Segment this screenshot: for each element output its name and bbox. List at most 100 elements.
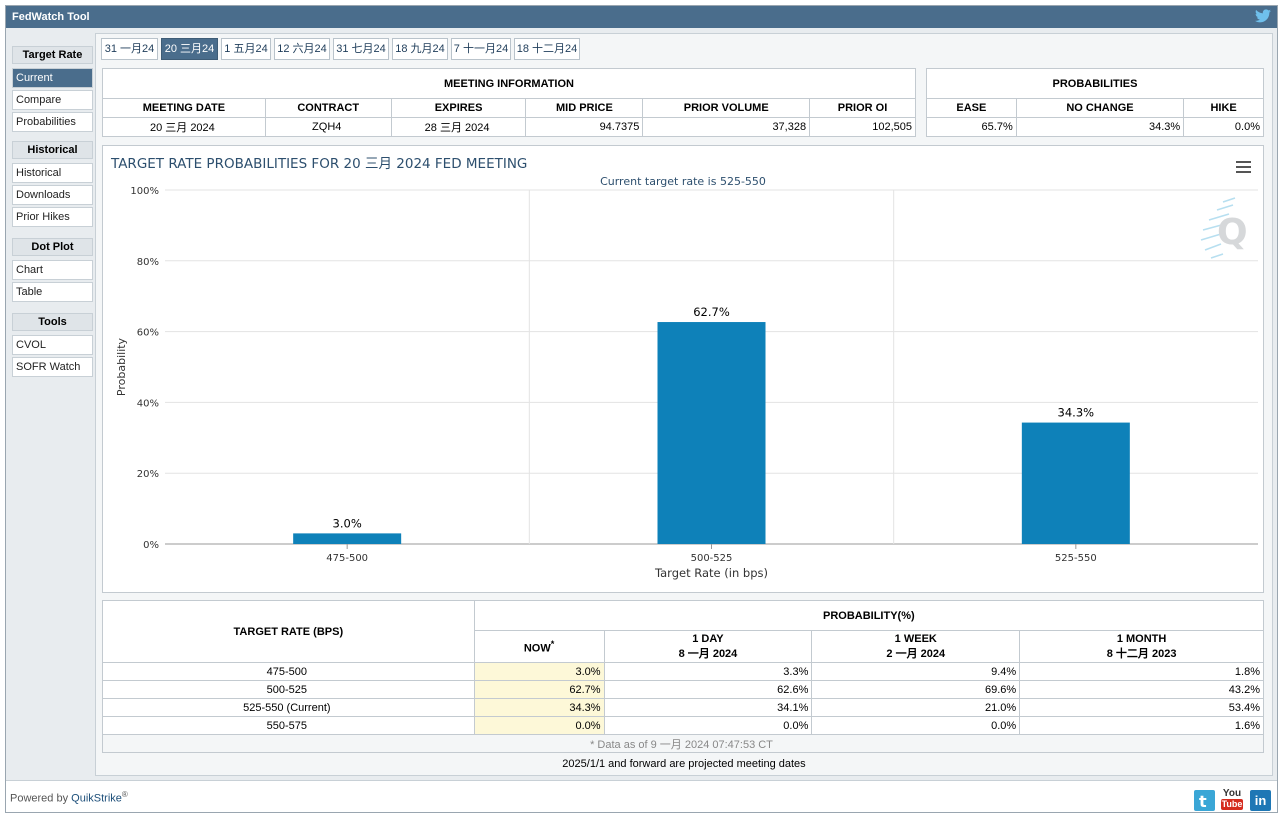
y-tick-label: 0% xyxy=(143,540,159,551)
prob-cell: 62.7% xyxy=(473,680,605,699)
prob-cell: 1.8% xyxy=(1019,662,1264,681)
bar-500-525[interactable] xyxy=(657,322,766,544)
data-as-of-footnote: * Data as of 9 一月 2024 07:47:53 CT xyxy=(102,734,1264,753)
tab-meeting-7[interactable]: 7 十一月24 xyxy=(451,38,511,60)
prob-col-no-change: NO CHANGE xyxy=(1015,98,1185,118)
linkedin-icon[interactable]: in xyxy=(1250,790,1271,811)
prob-cell: 9.4% xyxy=(811,662,1021,681)
app-title: FedWatch Tool xyxy=(12,11,90,23)
tab-meeting-3[interactable]: 1 五月24 xyxy=(221,38,271,60)
prob-col-1-week: 1 WEEK 2 一月 2024 xyxy=(811,630,1021,663)
table-row: 475-500 3.0% 3.3% 9.4% 1.8% xyxy=(102,662,1264,681)
prob-value-ease: 65.7% xyxy=(926,117,1017,137)
footer: Powered by QuikStrike® t You Tube in xyxy=(6,780,1277,812)
youtube-icon[interactable]: You Tube xyxy=(1221,788,1243,812)
quikstrike-q-logo-icon: Q xyxy=(1200,197,1248,259)
prob-col-label: NOW* xyxy=(475,639,604,655)
sidebar-header-dot-plot: Dot Plot xyxy=(12,238,93,256)
prob-cell: 43.2% xyxy=(1019,680,1264,699)
meeting-col-prior-volume: PRIOR VOLUME xyxy=(642,98,811,118)
meeting-col-mid-price: MID PRICE xyxy=(525,98,644,118)
prob-col-line1: 1 DAY xyxy=(692,632,724,645)
meeting-value-expires: 28 三月 2024 xyxy=(390,117,527,137)
x-tick-label-525-550: 525-550 xyxy=(1055,553,1097,564)
sidebar-item-historical[interactable]: Historical xyxy=(12,163,93,183)
prob-col-label: 1 DAY xyxy=(605,633,812,645)
powered-by-label: Powered by xyxy=(10,792,69,805)
x-axis-title: Target Rate (in bps) xyxy=(654,566,768,580)
tab-meeting-4[interactable]: 12 六月24 xyxy=(274,38,330,60)
tab-meeting-6[interactable]: 18 九月24 xyxy=(392,38,448,60)
bar-525-550[interactable] xyxy=(1021,422,1130,544)
sidebar-header-tools: Tools xyxy=(12,313,93,331)
sidebar-item-chart[interactable]: Chart xyxy=(12,260,93,280)
prob-value-no-change: 34.3% xyxy=(1015,117,1185,137)
y-tick-label: 100% xyxy=(130,186,159,197)
content-panel: 31 一月24 20 三月24 1 五月24 12 六月24 31 七月24 18 九月2… xyxy=(95,33,1273,776)
prob-col-1-month: 1 MONTH 8 十二月 2023 xyxy=(1019,630,1264,663)
sidebar-item-probabilities[interactable]: Probabilities xyxy=(12,112,93,132)
prob-col-ease: EASE xyxy=(926,98,1017,118)
sidebar-item-prior-hikes[interactable]: Prior Hikes xyxy=(12,207,93,227)
y-tick-label: 80% xyxy=(137,257,159,268)
rate-cell: 500-525 xyxy=(102,680,475,699)
tab-meeting-8[interactable]: 18 十二月24 xyxy=(514,38,580,60)
x-tick-label-475-500: 475-500 xyxy=(326,553,368,564)
meeting-col-prior-oi: PRIOR OI xyxy=(809,98,916,118)
meeting-info-table: MEETING INFORMATION MEETING DATE CONTRACT… xyxy=(102,68,916,137)
rate-cell: 475-500 xyxy=(102,662,475,681)
prob-cell: 53.4% xyxy=(1019,698,1264,717)
rate-column-header: TARGET RATE (BPS) xyxy=(102,600,475,663)
prob-col-hike: HIKE xyxy=(1183,98,1264,118)
prob-cell: 34.1% xyxy=(603,698,813,717)
chart-title: TARGET RATE PROBABILITIES FOR 20 三月 2024… xyxy=(111,156,528,172)
y-tick-label: 40% xyxy=(137,398,159,409)
sidebar-item-sofr-watch[interactable]: SOFR Watch xyxy=(12,357,93,377)
sidebar-header-historical: Historical xyxy=(12,141,93,159)
meeting-value-meeting-date: 20 三月 2024 xyxy=(102,117,266,137)
prob-col-date: 8 十二月 2023 xyxy=(1106,647,1177,660)
title-bar: FedWatch Tool xyxy=(6,6,1277,28)
prob-col-line1: NOW xyxy=(523,642,551,655)
rate-cell: 550-575 xyxy=(102,716,475,735)
chart-container: TARGET RATE PROBABILITIES FOR 20 三月 2024… xyxy=(102,145,1264,593)
twitter-icon[interactable] xyxy=(1255,9,1271,23)
main-area: Target Rate Current Compare Probabilities Hi… xyxy=(6,28,1277,780)
prob-col-date: 8 一月 2024 xyxy=(678,647,738,660)
twitter-icon[interactable]: t xyxy=(1194,790,1215,811)
prob-col-label: 1 MONTH xyxy=(1020,633,1263,645)
sidebar-item-table[interactable]: Table xyxy=(12,282,93,302)
prob-value-hike: 0.0% xyxy=(1183,117,1264,137)
probabilities-table: PROBABILITIES EASE NO CHANGE HIKE 65.7% 34.… xyxy=(926,68,1264,137)
table-row: 550-575 0.0% 0.0% 0.0% 1.6% xyxy=(102,716,1264,735)
y-tick-label: 60% xyxy=(137,328,159,339)
meeting-info-title: MEETING INFORMATION xyxy=(102,68,916,99)
prob-cell: 3.0% xyxy=(473,662,605,681)
data-label-525-550: 34.3% xyxy=(1058,406,1095,420)
probability-header: PROBABILITY(%) xyxy=(473,600,1265,631)
bar-475-500[interactable] xyxy=(293,533,402,544)
meeting-value-prior-oi: 102,505 xyxy=(809,117,916,137)
data-label-500-525: 62.7% xyxy=(693,305,730,319)
prob-cell: 62.6% xyxy=(603,680,813,699)
sidebar-item-downloads[interactable]: Downloads xyxy=(12,185,93,205)
probabilities-title: PROBABILITIES xyxy=(926,68,1264,99)
youtube-icon-bottom: Tube xyxy=(1221,799,1243,810)
prob-cell: 21.0% xyxy=(811,698,1021,717)
hamburger-menu-icon[interactable] xyxy=(1236,161,1251,173)
meeting-value-contract: ZQH4 xyxy=(264,117,392,137)
sidebar-item-compare[interactable]: Compare xyxy=(12,90,93,110)
sidebar-item-current[interactable]: Current xyxy=(12,68,93,88)
prob-col-date: 2 一月 2024 xyxy=(886,647,946,660)
prob-cell: 3.3% xyxy=(603,662,813,681)
prob-cell: 0.0% xyxy=(811,716,1021,735)
tab-meeting-2[interactable]: 20 三月24 xyxy=(161,38,218,60)
meeting-col-meeting-date: MEETING DATE xyxy=(102,98,266,118)
sidebar-item-cvol[interactable]: CVOL xyxy=(12,335,93,355)
quikstrike-link[interactable]: QuikStrike xyxy=(71,792,122,805)
chart-subtitle: Current target rate is 525-550 xyxy=(600,175,766,188)
tab-meeting-1[interactable]: 31 一月24 xyxy=(101,38,158,60)
tab-meeting-5[interactable]: 31 七月24 xyxy=(333,38,389,60)
bar-chart: 0% 20% 40% 60% 80% 100% 3.0% 475-500 62.7% 500-52… xyxy=(115,186,1258,580)
prob-cell: 34.3% xyxy=(473,698,605,717)
